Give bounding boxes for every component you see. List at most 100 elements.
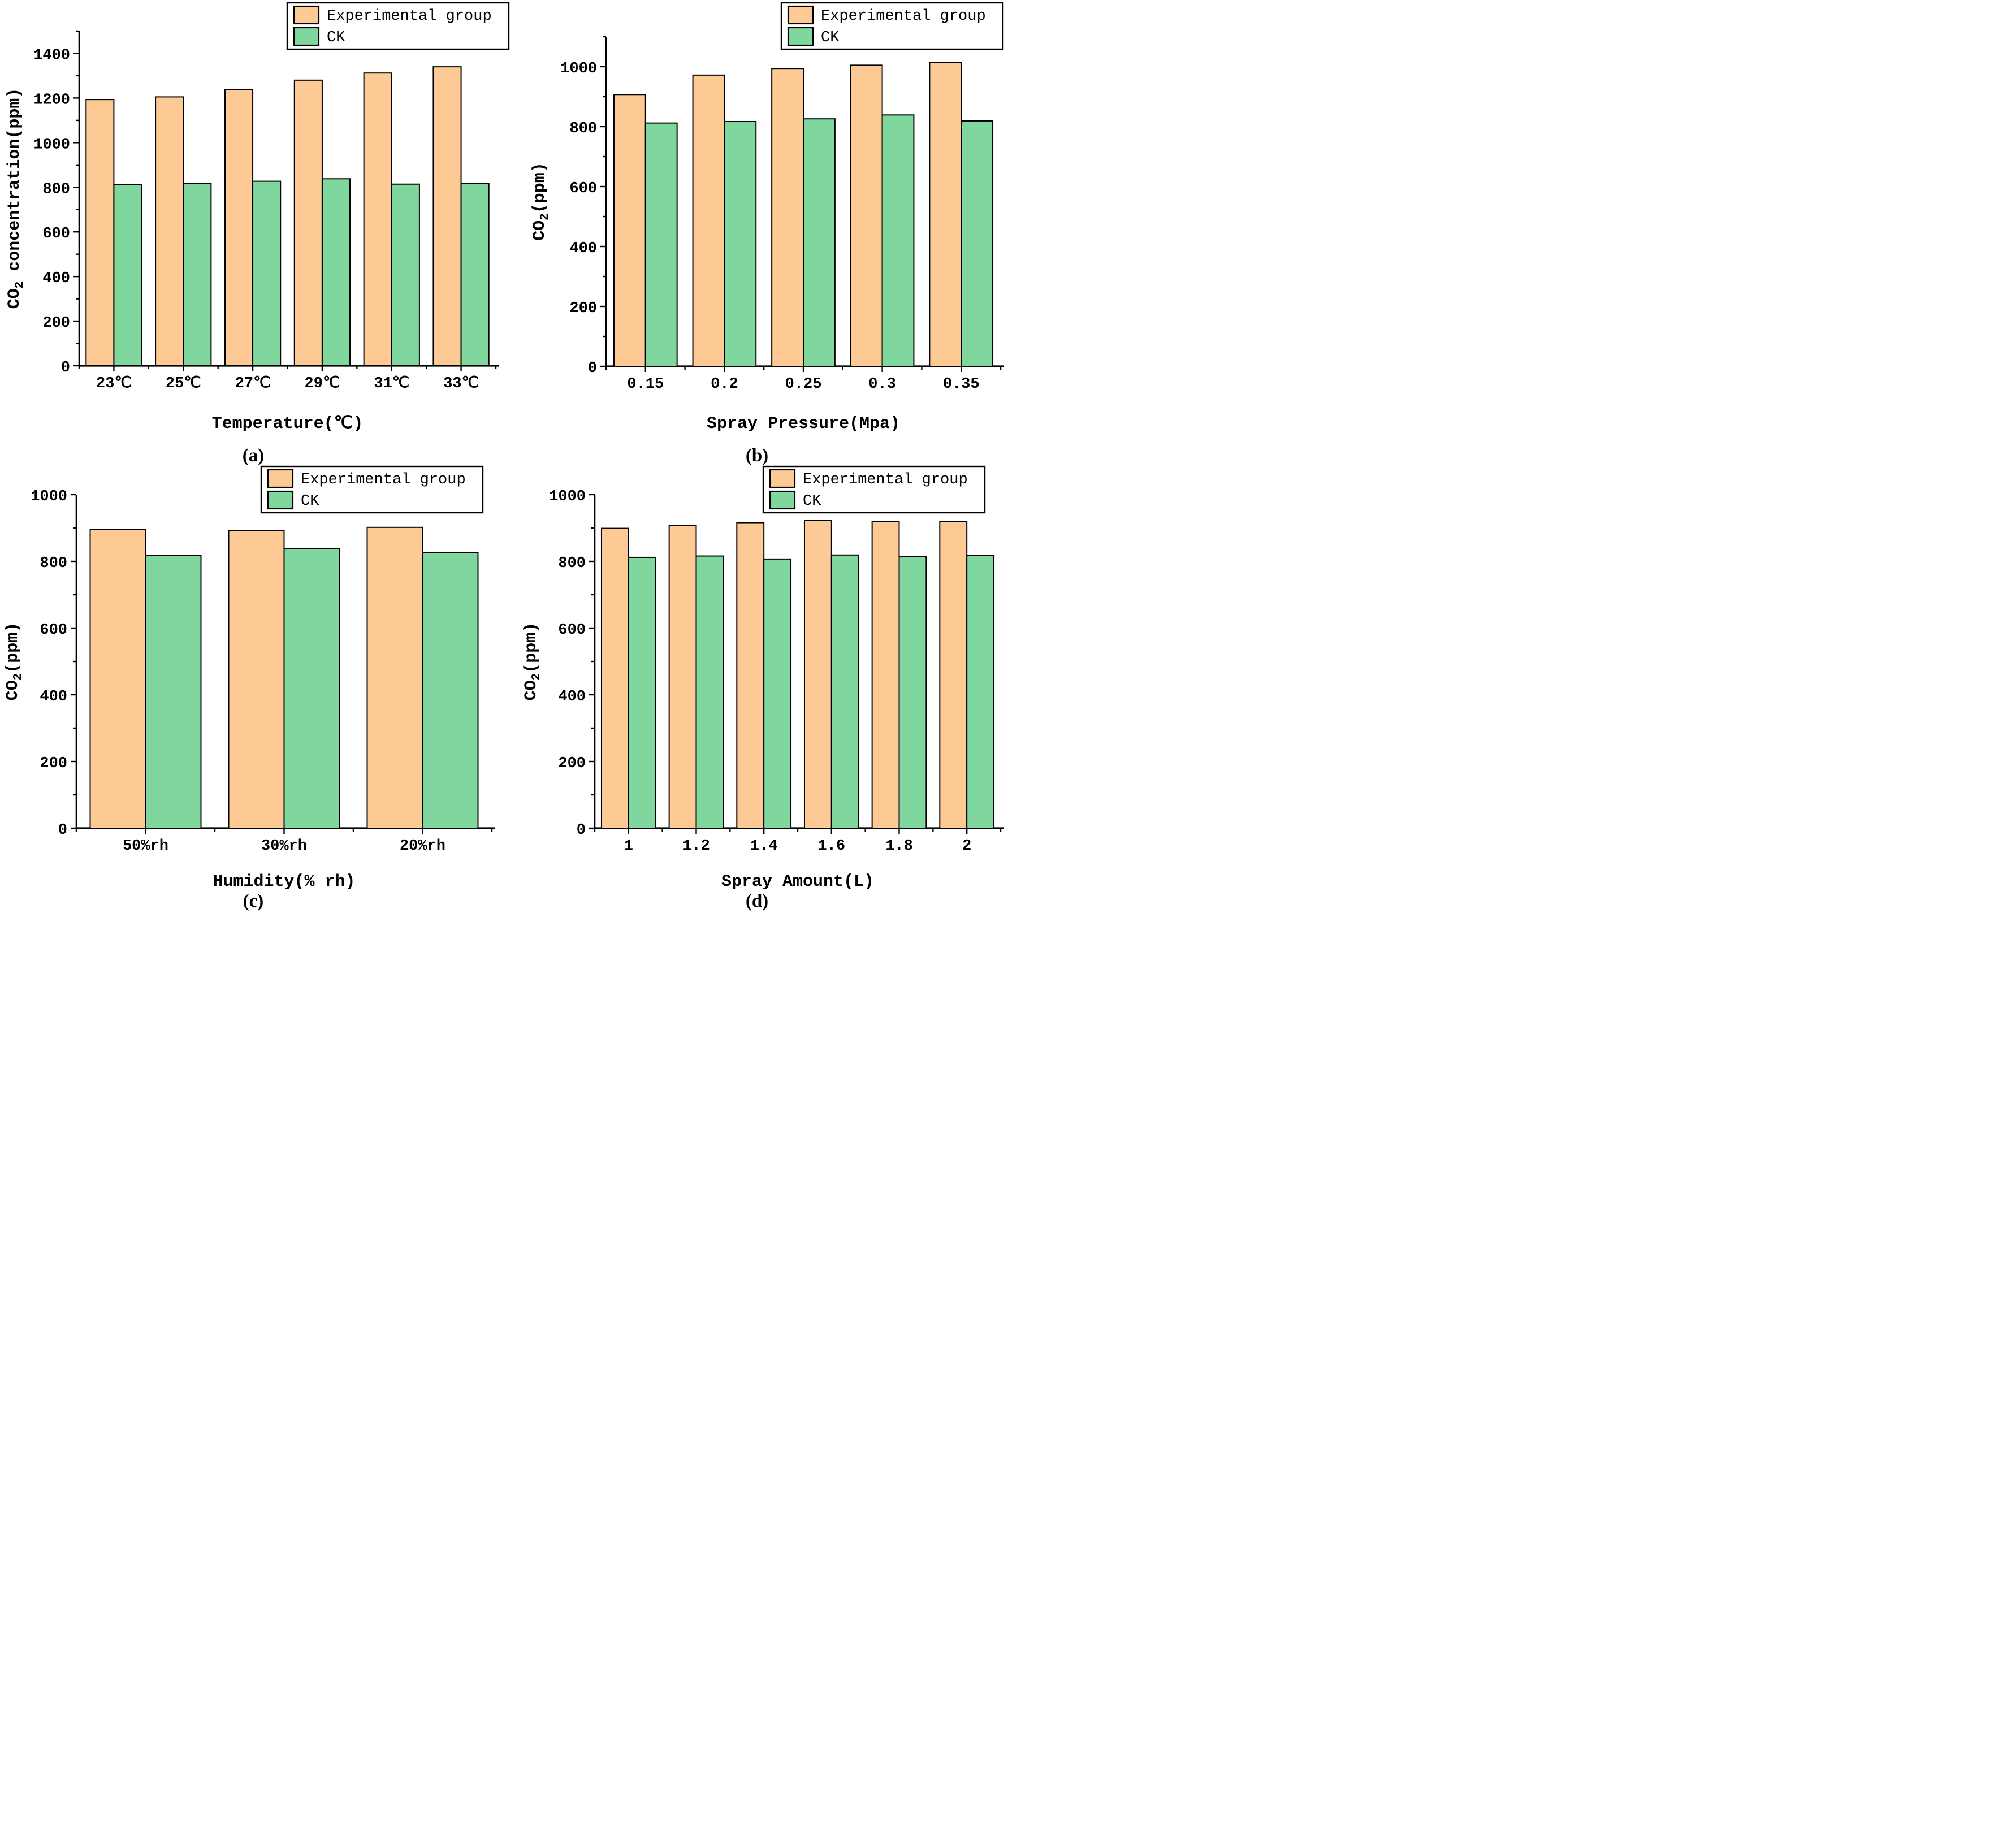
bar-ck-1.6 [830, 554, 859, 829]
y-tick-label: 800 [558, 555, 586, 572]
legend-swatch-ck [293, 27, 320, 46]
x-tick-label: 0.2 [711, 376, 738, 393]
bar-experimental-2 [939, 521, 968, 829]
x-tick-label: 20%rh [400, 838, 445, 855]
x-axis-title: Temperature(℃) [212, 414, 364, 434]
co2-bar-figure: 0 200 400 600 800 1000 1200 1400 23℃ 25℃ 27℃ 29℃ 31℃… [0, 0, 1008, 921]
x-axis-title: Spray Pressure(Mpa) [707, 414, 900, 434]
bar-ck-0.2 [724, 120, 757, 367]
y-axis-title: CO2(ppm) [522, 622, 543, 701]
bar-experimental-1.2 [668, 525, 697, 829]
bar-experimental-25℃ [155, 96, 184, 366]
bar-ck-25℃ [183, 183, 212, 366]
y-tick-label: 400 [558, 689, 586, 706]
legend-label-ck: CK [821, 29, 840, 46]
legend-swatch-experimental [787, 5, 814, 25]
y-tick-label: 1200 [33, 92, 70, 109]
x-tick-label: 1.6 [818, 838, 846, 855]
legend-swatch-ck [267, 490, 294, 510]
x-tick-label: 1.4 [750, 838, 778, 855]
x-tick-label: 25℃ [166, 375, 201, 392]
y-tick-label: 200 [569, 300, 597, 317]
bar-ck-33℃ [460, 183, 490, 366]
y-tick-label: 800 [42, 181, 70, 198]
y-tick-label: 800 [40, 555, 67, 572]
panel-d: 0 200 400 600 800 1000 1 1.2 1.4 1.6 1.8 2 Spray Amo… [522, 465, 1004, 911]
legend-label-experimental: Experimental group [327, 8, 492, 25]
bar-experimental-27℃ [224, 89, 254, 366]
x-tick-label: 31℃ [374, 375, 409, 392]
x-tick-label: 0.15 [627, 376, 664, 393]
x-tick-label: 50%rh [123, 838, 168, 855]
legend-label-experimental: Experimental group [803, 471, 968, 488]
bar-experimental-1.4 [736, 522, 765, 829]
y-axis-title: CO2(ppm) [3, 622, 25, 701]
legend-box [286, 2, 510, 50]
bar-experimental-23℃ [85, 99, 115, 367]
bar-ck-0.15 [644, 122, 678, 367]
bar-experimental-20%rh [366, 526, 423, 829]
bar-experimental-50%rh [89, 529, 146, 829]
bar-ck-0.35 [961, 120, 994, 367]
y-tick-label: 1000 [560, 60, 597, 77]
legend-swatch-experimental [293, 5, 320, 25]
bar-ck-1 [628, 556, 656, 829]
x-tick-label: 29℃ [305, 375, 340, 392]
panel-a: 0 200 400 600 800 1000 1200 1400 23℃ 25℃ 27℃ 29℃ 31℃… [5, 2, 510, 466]
legend: Experimental group CK [762, 465, 986, 514]
x-tick-label: 1 [624, 838, 633, 855]
x-tick-label: 33℃ [443, 375, 479, 392]
bar-ck-20%rh [422, 552, 479, 829]
x-tick-label: 0.35 [943, 376, 980, 393]
y-tick-label: 600 [42, 226, 70, 243]
y-tick-label: 600 [569, 180, 597, 197]
y-tick-label: 1000 [33, 136, 70, 153]
x-tick-label: 2 [962, 838, 971, 855]
legend-swatch-experimental [267, 469, 294, 488]
y-tick-label: 1000 [549, 488, 586, 505]
legend-label-ck: CK [327, 29, 345, 46]
bar-experimental-0.3 [850, 64, 883, 367]
x-tick-label: 0.25 [785, 376, 822, 393]
bar-experimental-29℃ [293, 79, 323, 366]
y-tick-label: 0 [588, 360, 597, 377]
bar-experimental-1.6 [803, 520, 832, 829]
bar-experimental-0.15 [613, 94, 646, 367]
panel-letter: (c) [243, 891, 264, 911]
bar-ck-1.8 [898, 556, 927, 829]
bar-experimental-1.8 [871, 521, 900, 829]
legend-swatch-ck [787, 27, 814, 46]
x-axis-title: Spray Amount(L) [721, 872, 874, 892]
panel-letter: (d) [746, 891, 768, 911]
bar-ck-29℃ [321, 178, 351, 366]
legend: Experimental group CK [780, 2, 1004, 50]
bar-ck-50%rh [145, 555, 202, 829]
legend-label-experimental: Experimental group [821, 8, 986, 25]
y-tick-label: 1000 [31, 488, 67, 505]
y-tick-label: 0 [58, 822, 67, 839]
legend-label-experimental: Experimental group [301, 471, 466, 488]
bar-experimental-0.25 [771, 68, 804, 367]
bar-ck-27℃ [252, 180, 282, 366]
y-tick-label: 400 [42, 270, 70, 287]
bar-ck-30%rh [283, 547, 340, 829]
bar-ck-2 [966, 555, 995, 829]
x-tick-label: 23℃ [96, 375, 132, 392]
x-tick-label: 0.3 [868, 376, 896, 393]
x-tick-label: 1.8 [885, 838, 913, 855]
legend-label-ck: CK [803, 493, 821, 510]
y-tick-label: 600 [40, 622, 67, 639]
legend-swatch-ck [769, 490, 796, 510]
y-tick-label: 400 [569, 240, 597, 257]
legend-swatch-experimental [769, 469, 796, 488]
legend-label-ck: CK [301, 493, 319, 510]
x-tick-label: 30%rh [261, 838, 307, 855]
y-tick-label: 200 [42, 315, 70, 332]
bar-ck-1.4 [763, 558, 792, 829]
bar-experimental-1 [600, 527, 629, 829]
y-tick-label: 0 [61, 360, 70, 377]
y-tick-label: 400 [40, 689, 67, 706]
x-tick-label: 27℃ [235, 375, 271, 392]
x-tick-label: 1.2 [682, 838, 710, 855]
panel-c: 0 200 400 600 800 1000 50%rh 30%rh 20%rh Humidity… [3, 465, 495, 911]
